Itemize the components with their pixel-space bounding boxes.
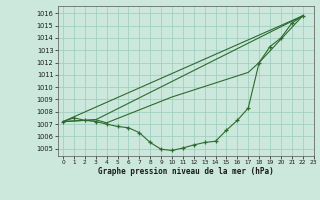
X-axis label: Graphe pression niveau de la mer (hPa): Graphe pression niveau de la mer (hPa) (98, 167, 274, 176)
